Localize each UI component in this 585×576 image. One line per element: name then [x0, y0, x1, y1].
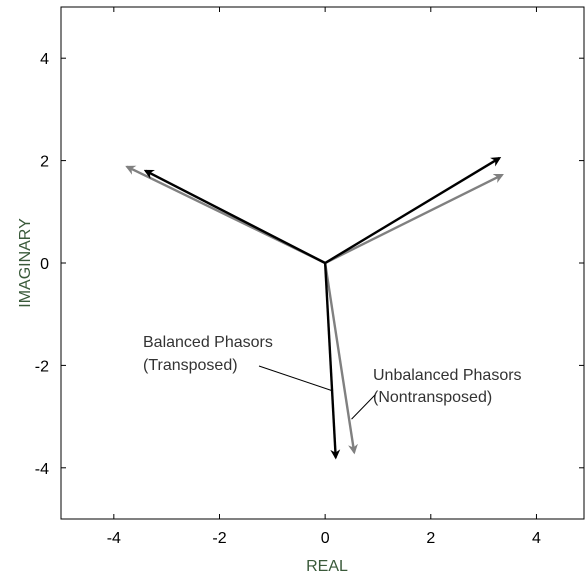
- y-axis-ticks: 4 2 0 -2 -4: [35, 51, 584, 478]
- balanced-phasor-vector-1: [324, 157, 502, 265]
- y-tick-label: 0: [40, 256, 49, 273]
- unbalanced-phasors-series: [125, 165, 504, 455]
- unbalanced-phasor-vector-1: [324, 173, 504, 265]
- x-tick-label: -4: [107, 530, 121, 547]
- x-tick-label: -2: [212, 530, 226, 547]
- unbalanced-annotation: Unbalanced Phasors (Nontransposed): [351, 367, 522, 420]
- unbalanced-annotation-pointer: [351, 394, 376, 420]
- y-axis-label: IMAGINARY: [17, 218, 34, 308]
- y-tick-label: -4: [35, 461, 49, 478]
- balanced-annotation-line-2: (Transposed): [143, 357, 238, 374]
- x-axis-label: REAL: [306, 558, 348, 575]
- y-tick-label: -2: [35, 358, 49, 375]
- balanced-phasor-vector-3: [323, 262, 341, 460]
- x-tick-label: 0: [321, 530, 330, 547]
- balanced-annotation-line-1: Balanced Phasors: [143, 334, 273, 351]
- unbalanced-annotation-line-1: Unbalanced Phasors: [373, 367, 522, 384]
- balanced-phasors-series: [143, 157, 502, 460]
- balanced-phasor-vector-2: [143, 169, 326, 265]
- unbalanced-phasor-vector-3: [323, 262, 358, 455]
- unbalanced-annotation-line-2: (Nontransposed): [373, 389, 492, 406]
- y-tick-label: 4: [40, 51, 49, 68]
- x-axis-ticks: -4 -2 0 2 4: [107, 7, 541, 547]
- x-tick-label: 4: [532, 530, 541, 547]
- balanced-annotation: Balanced Phasors (Transposed): [143, 334, 334, 392]
- balanced-annotation-pointer: [258, 365, 334, 392]
- y-tick-label: 2: [40, 154, 49, 171]
- x-tick-label: 2: [426, 530, 435, 547]
